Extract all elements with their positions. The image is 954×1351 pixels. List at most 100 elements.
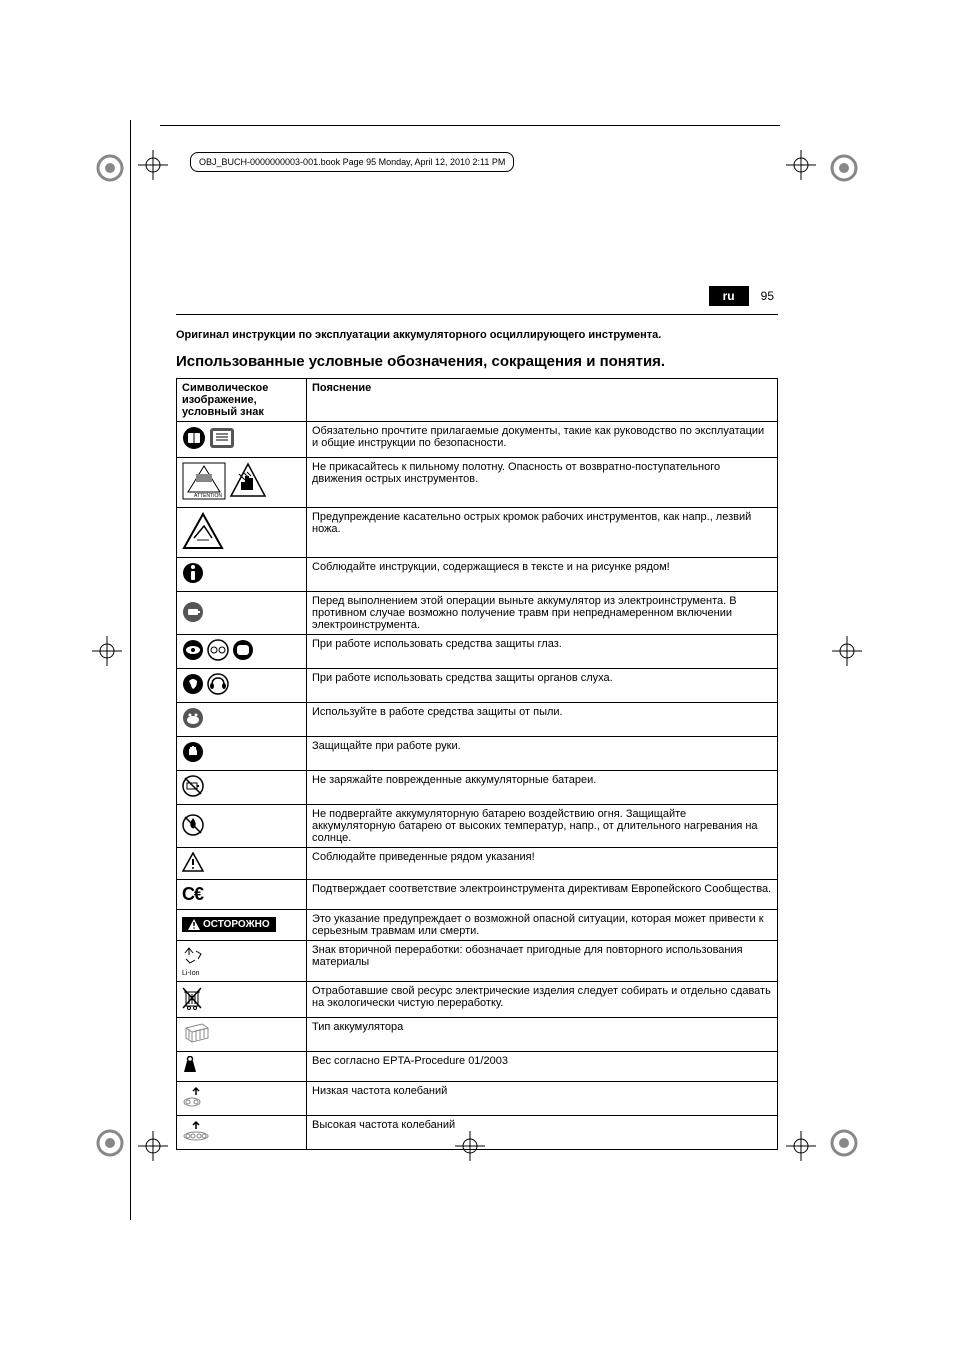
- battery-pack-icon: [182, 1022, 210, 1047]
- warning-triangle-icon: [182, 852, 204, 875]
- symbol-cell: Li-Ion: [177, 941, 307, 982]
- reg-cross-ml: [92, 636, 122, 666]
- attention-saw-icon: ATTENTION: [182, 462, 226, 503]
- page-content: ru 95 Оригинал инструкции по эксплуатаци…: [176, 228, 778, 1150]
- explanation-cell: Не подвергайте аккумуляторную батарею во…: [307, 805, 778, 848]
- caution-badge: ОСТОРОЖНО: [182, 917, 276, 932]
- explanation-cell: Низкая частота колебаний: [307, 1082, 778, 1116]
- reg-cross-tr: [786, 150, 816, 180]
- explanation-cell: Используйте в работе средства защиты от …: [307, 703, 778, 737]
- header-symbol: Символическое изображение, условный знак: [177, 379, 307, 422]
- table-row: Обязательно прочтите прилагаемые докумен…: [177, 422, 778, 458]
- hand-warning-icon: [229, 462, 267, 503]
- table-row: Тип аккумулятора: [177, 1018, 778, 1052]
- explanation-cell: Предупреждение касательно острых кромок …: [307, 508, 778, 558]
- symbol-cell: [177, 558, 307, 592]
- table-row: ATTENTION Не прикасайтесь к пильному пол…: [177, 458, 778, 508]
- low-frequency-icon: [182, 1086, 210, 1111]
- remove-battery-icon: [182, 601, 204, 626]
- page-header-bar: ru 95: [176, 286, 778, 315]
- explanation-cell: Перед выполнением этой операции выньте а…: [307, 592, 778, 635]
- spine-rule: [130, 120, 131, 1220]
- face-shield-icon: [232, 639, 254, 664]
- table-row: Низкая частота колебаний: [177, 1082, 778, 1116]
- explanation-cell: Вес согласно EPTA-Procedure 01/2003: [307, 1052, 778, 1082]
- symbol-cell: [177, 737, 307, 771]
- no-fire-icon: [182, 814, 204, 839]
- high-frequency-icon: [182, 1120, 214, 1145]
- reg-mark-tr: [826, 150, 862, 186]
- table-row: Отработавшие свой ресурс электрические и…: [177, 982, 778, 1018]
- reg-cross-br: [786, 1131, 816, 1161]
- table-header-row: Символическое изображение, условный знак…: [177, 379, 778, 422]
- explanation-cell: Обязательно прочтите прилагаемые докумен…: [307, 422, 778, 458]
- symbol-cell: [177, 982, 307, 1018]
- eye-protection-icon: [182, 639, 204, 664]
- table-row: Предупреждение касательно острых кромок …: [177, 508, 778, 558]
- no-damaged-battery-icon: [182, 775, 204, 800]
- reg-cross-tl: [138, 150, 168, 180]
- symbol-cell: [177, 669, 307, 703]
- earmuffs-icon: [207, 673, 229, 698]
- symbol-cell: [177, 771, 307, 805]
- symbol-cell: [177, 1116, 307, 1150]
- symbol-cell: [177, 848, 307, 880]
- gloves-icon: [182, 741, 204, 766]
- table-row: Не заряжайте поврежденные аккумуляторные…: [177, 771, 778, 805]
- symbol-cell: C€: [177, 880, 307, 910]
- ce-mark-icon: C€: [182, 884, 203, 905]
- table-row: Высокая частота колебаний: [177, 1116, 778, 1150]
- goggles-icon: [207, 639, 229, 664]
- symbol-cell: ОСТОРОЖНО: [177, 910, 307, 941]
- booklet-icon: [209, 427, 235, 452]
- explanation-cell: При работе использовать средства защиты …: [307, 635, 778, 669]
- table-row: Li-Ion Знак вторичной переработки: обозн…: [177, 941, 778, 982]
- table-row: ОСТОРОЖНО Это указание предупреждает о в…: [177, 910, 778, 941]
- table-row: При работе использовать средства защиты …: [177, 669, 778, 703]
- symbol-cell: [177, 703, 307, 737]
- explanation-cell: Отработавшие свой ресурс электрические и…: [307, 982, 778, 1018]
- table-row: C€ Подтверждает соответствие электроинст…: [177, 880, 778, 910]
- symbol-cell: [177, 1018, 307, 1052]
- symbol-cell: [177, 422, 307, 458]
- info-mandatory-icon: [182, 562, 204, 587]
- table-row: Вес согласно EPTA-Procedure 01/2003: [177, 1052, 778, 1082]
- reg-mark-br: [826, 1125, 862, 1161]
- table-row: Соблюдайте инструкции, содержащиеся в те…: [177, 558, 778, 592]
- explanation-cell: Не заряжайте поврежденные аккумуляторные…: [307, 771, 778, 805]
- symbol-cell: [177, 635, 307, 669]
- recycling-icon: [182, 945, 204, 970]
- symbol-cell: [177, 508, 307, 558]
- explanation-cell: Тип аккумулятора: [307, 1018, 778, 1052]
- explanation-cell: При работе использовать средства защиты …: [307, 669, 778, 703]
- reg-mark-bl: [92, 1125, 128, 1161]
- language-badge: ru: [709, 286, 749, 306]
- table-row: При работе использовать средства защиты …: [177, 635, 778, 669]
- explanation-cell: Знак вторичной переработки: обозначает п…: [307, 941, 778, 982]
- reg-cross-bl: [138, 1131, 168, 1161]
- ear-protection-icon: [182, 673, 204, 698]
- book-info-label: OBJ_BUCH-0000000003-001.book Page 95 Mon…: [190, 152, 514, 172]
- dust-mask-icon: [182, 707, 204, 732]
- symbol-cell: [177, 592, 307, 635]
- weee-bin-icon: [182, 986, 202, 1013]
- page-number: 95: [761, 289, 774, 303]
- read-manual-icon: [182, 426, 206, 453]
- explanation-cell: Не прикасайтесь к пильному полотну. Опас…: [307, 458, 778, 508]
- symbol-cell: ATTENTION: [177, 458, 307, 508]
- explanation-cell: Соблюдайте приведенные рядом указания!: [307, 848, 778, 880]
- explanation-cell: Это указание предупреждает о возможной о…: [307, 910, 778, 941]
- symbol-cell: [177, 1082, 307, 1116]
- section-title: Использованные условные обозначения, сок…: [176, 353, 778, 370]
- table-row: Соблюдайте приведенные рядом указания!: [177, 848, 778, 880]
- li-ion-label: Li-Ion: [182, 970, 301, 977]
- symbols-table: Символическое изображение, условный знак…: [176, 378, 778, 1150]
- table-row: Используйте в работе средства защиты от …: [177, 703, 778, 737]
- svg-text:ATTENTION: ATTENTION: [194, 493, 222, 499]
- weight-icon: [182, 1056, 198, 1077]
- header-explanation: Пояснение: [307, 379, 778, 422]
- caution-label-text: ОСТОРОЖНО: [203, 919, 270, 930]
- reg-mark-tl: [92, 150, 128, 186]
- symbol-cell: [177, 805, 307, 848]
- explanation-cell: Защищайте при работе руки.: [307, 737, 778, 771]
